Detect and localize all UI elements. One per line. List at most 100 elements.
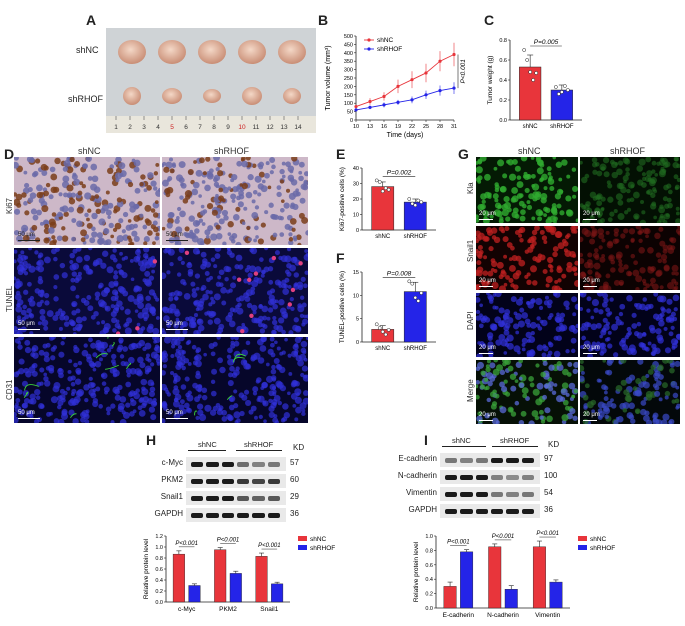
cell — [605, 321, 610, 326]
cell — [119, 306, 125, 311]
cell — [637, 360, 644, 365]
panel-letter-c: C — [484, 12, 495, 28]
cell — [228, 372, 233, 378]
cell — [30, 398, 37, 405]
cell — [88, 388, 96, 397]
cell — [61, 205, 69, 213]
cell — [213, 293, 221, 301]
cell — [29, 157, 35, 164]
cell — [113, 209, 118, 214]
cell — [232, 213, 240, 221]
cell — [602, 293, 609, 299]
cell — [649, 327, 656, 334]
cell — [522, 393, 528, 399]
cell — [59, 262, 66, 269]
cell — [287, 285, 292, 289]
cell — [145, 295, 151, 302]
cell — [581, 228, 589, 235]
cell — [581, 176, 588, 184]
cell — [139, 213, 144, 218]
cell — [537, 159, 544, 166]
cell — [535, 297, 543, 306]
cell — [565, 306, 570, 311]
cell — [536, 167, 544, 175]
x-tick-label: 31 — [451, 124, 457, 130]
cell — [478, 323, 484, 329]
cell — [196, 304, 204, 311]
cell — [230, 343, 236, 349]
cell — [615, 315, 620, 321]
data-point — [396, 84, 400, 88]
cell — [539, 415, 544, 420]
cell — [663, 184, 669, 191]
cell — [664, 390, 671, 397]
cell — [27, 281, 32, 287]
cell — [260, 273, 265, 278]
cell — [142, 224, 148, 230]
p-value: P<0.001 — [536, 531, 559, 537]
cell — [270, 368, 277, 375]
g-scalebar-2 — [583, 219, 597, 220]
cell — [257, 357, 265, 364]
cell — [620, 233, 626, 239]
d-col-shnc: shNC — [78, 146, 101, 156]
cell — [609, 211, 615, 217]
cell — [43, 356, 50, 363]
blot-band — [445, 491, 458, 497]
cell — [227, 416, 233, 421]
cell — [659, 317, 664, 322]
cell — [94, 360, 102, 368]
cell — [656, 380, 662, 386]
blot-strip — [440, 470, 540, 484]
cell — [283, 412, 290, 419]
cell — [37, 265, 45, 273]
cell — [548, 364, 555, 371]
cell — [53, 256, 58, 262]
cell — [592, 161, 598, 168]
blot-band — [475, 491, 488, 497]
cell — [80, 411, 87, 419]
cell — [302, 318, 308, 325]
cell — [228, 404, 235, 411]
y-tick-label: 300 — [344, 68, 353, 74]
data-point — [416, 198, 421, 203]
cell — [642, 297, 648, 302]
cell — [611, 171, 618, 179]
cell — [494, 182, 499, 187]
blot-band — [221, 495, 234, 501]
cell — [627, 271, 633, 277]
cell — [573, 272, 578, 277]
cell — [542, 268, 548, 274]
cell — [503, 329, 510, 336]
cell — [498, 285, 507, 290]
cell — [28, 248, 33, 251]
cell — [590, 315, 595, 320]
cell — [29, 192, 37, 199]
cell — [287, 353, 292, 358]
cell — [114, 291, 119, 296]
cell — [112, 227, 118, 233]
cell — [96, 232, 103, 239]
cell — [56, 235, 63, 242]
cell — [539, 229, 545, 235]
cell — [476, 380, 480, 385]
cell — [243, 206, 248, 211]
cell — [230, 337, 235, 340]
cell — [251, 199, 256, 204]
cell — [622, 157, 629, 164]
cell — [584, 326, 589, 331]
cell — [88, 376, 93, 381]
cell — [532, 280, 538, 286]
cell — [157, 187, 160, 192]
cell — [162, 226, 166, 231]
cell — [557, 278, 562, 283]
cell — [521, 387, 529, 395]
cell — [552, 251, 558, 258]
cell — [543, 213, 547, 217]
cell — [634, 408, 641, 414]
cell — [568, 382, 576, 390]
cell — [67, 376, 73, 382]
cell — [271, 319, 278, 326]
ruler — [106, 116, 316, 133]
